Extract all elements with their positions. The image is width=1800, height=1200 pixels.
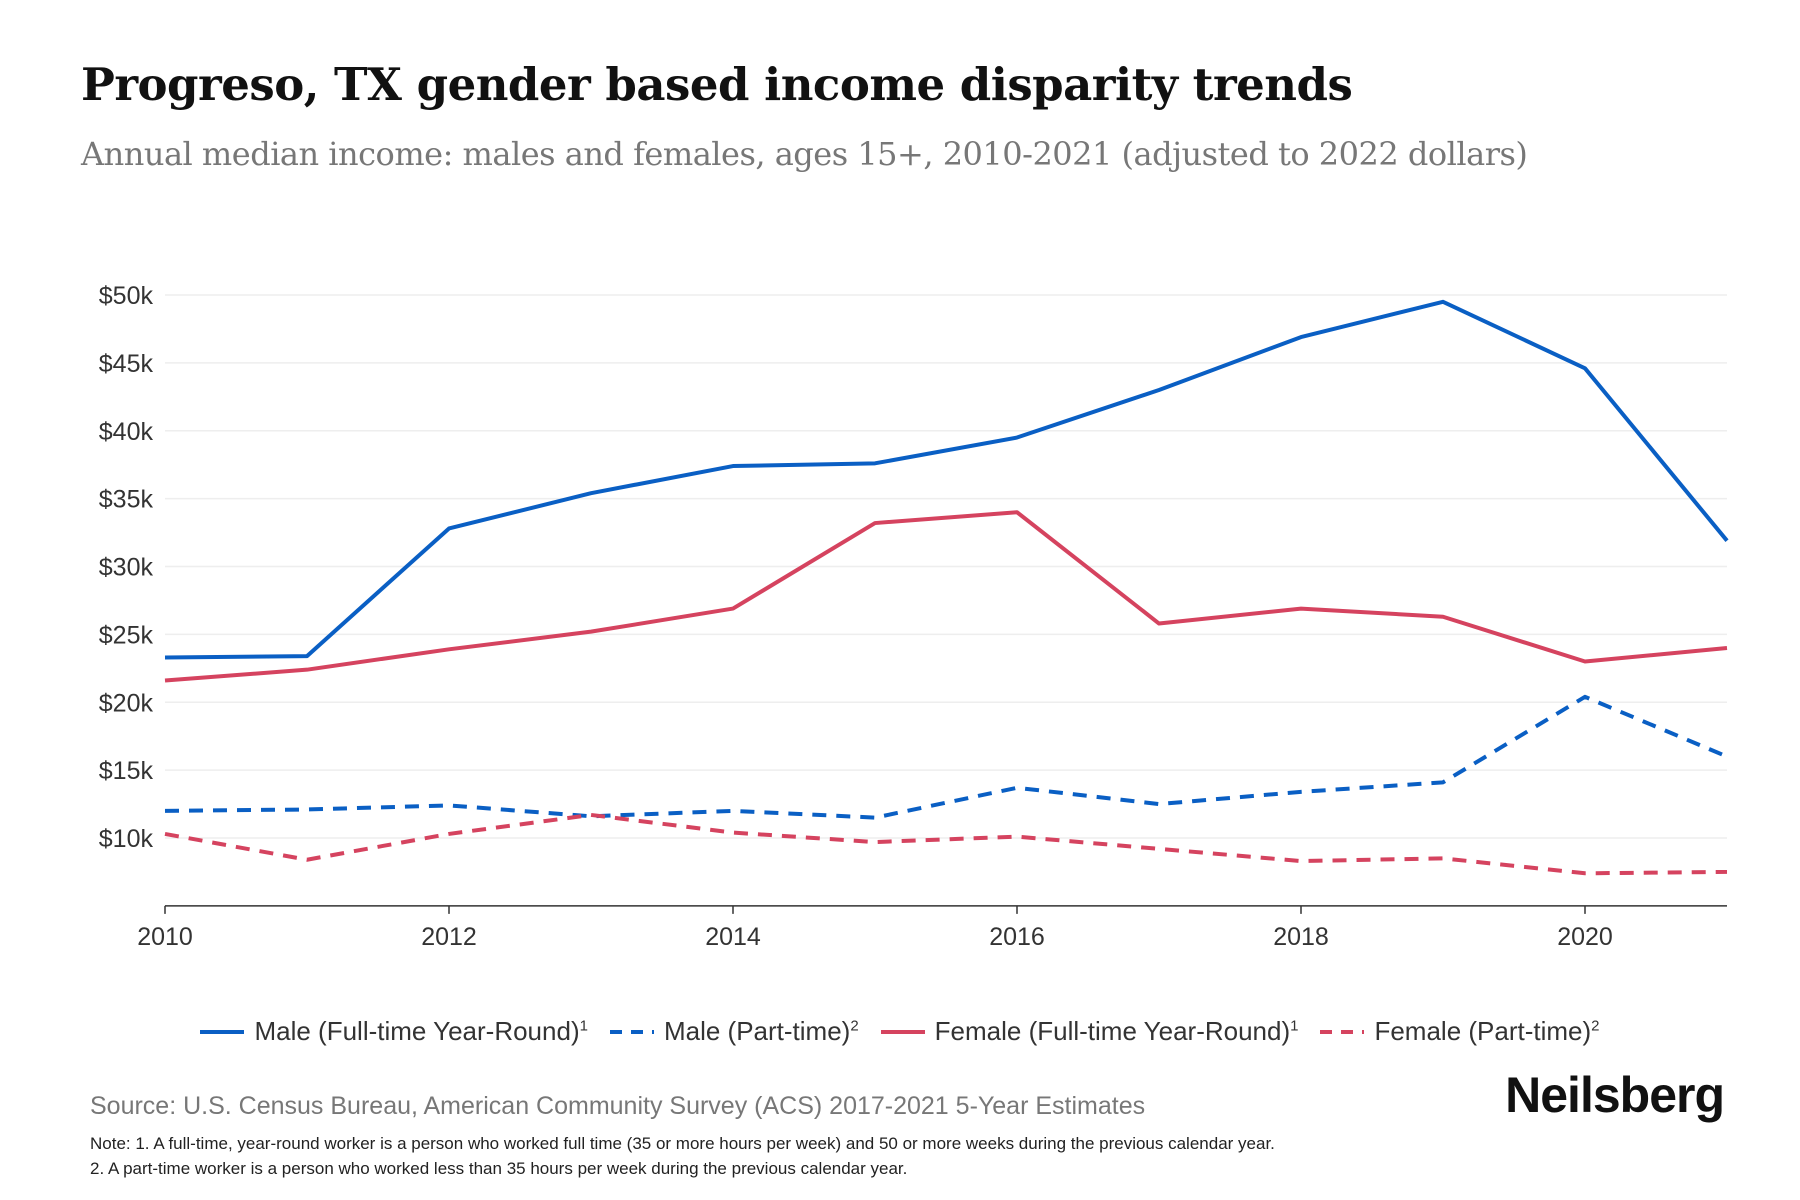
y-tick-label: $45k [99, 350, 154, 378]
neilsberg-logo: Neilsberg [1505, 1067, 1725, 1123]
y-tick-label: $10k [99, 825, 154, 853]
series-line-2 [164, 510, 1728, 683]
legend-item: Female (Part-time)2 [1320, 1016, 1600, 1047]
chart-subtitle: Annual median income: males and females,… [81, 135, 1528, 173]
y-tick-label: $20k [99, 689, 154, 717]
x-tick-label: 2016 [989, 923, 1045, 951]
legend-swatch [880, 1029, 925, 1034]
legend-label: Female (Part-time)2 [1374, 1016, 1600, 1046]
y-tick-label: $25k [99, 621, 154, 649]
legend-swatch [609, 1029, 654, 1034]
x-tick-label: 2018 [1273, 923, 1329, 951]
y-tick-label: $35k [99, 486, 154, 514]
legend-item: Male (Part-time)2 [609, 1016, 859, 1047]
y-tick-label: $30k [99, 554, 154, 582]
y-tick-label: $15k [99, 757, 154, 785]
legend-label: Male (Part-time)2 [663, 1016, 859, 1046]
note-2: 2. A part-time worker is a person who wo… [90, 1159, 908, 1178]
x-tick-label: 2012 [421, 923, 477, 951]
y-tick-label: $50k [99, 282, 154, 310]
legend-label: Male (Full-time Year-Round)1 [254, 1016, 588, 1046]
legend-swatch [200, 1029, 245, 1034]
series-line-1 [164, 694, 1728, 820]
x-tick-label: 2014 [705, 923, 761, 951]
legend-item: Male (Full-time Year-Round)1 [200, 1016, 588, 1047]
x-tick-label: 2020 [1557, 923, 1613, 951]
line-chart: $10k $15k $20k $25k $30k $35k $40k $45k $50k 2010… [99, 282, 1729, 951]
y-tick-label: $40k [99, 418, 154, 446]
legend-item: Female (Full-time Year-Round)1 [880, 1016, 1299, 1047]
source-text: Source: U.S. Census Bureau, American Com… [90, 1092, 1146, 1120]
series-line-0 [164, 299, 1729, 660]
legend: Male (Full-time Year-Round)1 Male (Part-t… [0, 1016, 1800, 1047]
x-tick-label: 2010 [137, 923, 193, 951]
legend-label: Female (Full-time Year-Round)1 [934, 1016, 1299, 1046]
note-1: Note: 1. A full-time, year-round worker … [90, 1134, 1275, 1153]
legend-swatch [1320, 1029, 1365, 1034]
chart-title: Progreso, TX gender based income dispari… [81, 58, 1353, 111]
series-line-3 [164, 812, 1728, 876]
